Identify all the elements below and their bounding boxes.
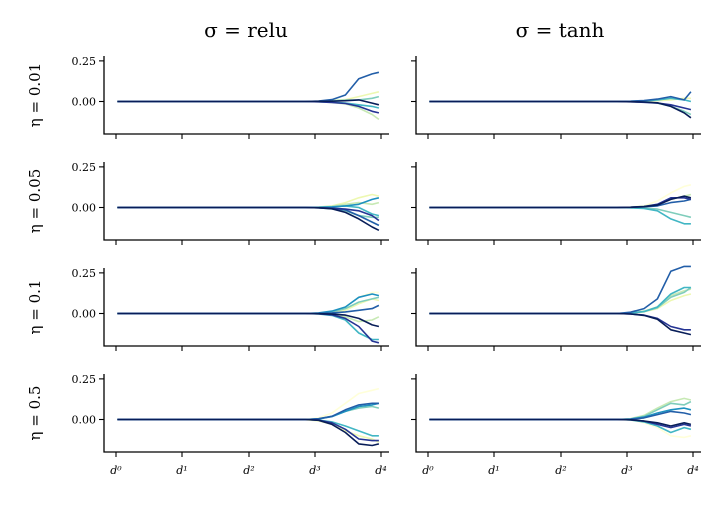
axis-spines — [103, 374, 389, 453]
x-tick-label: d³ — [621, 464, 632, 477]
y-tick-label: 0.00 — [72, 308, 97, 321]
axis-spines — [415, 56, 701, 135]
axis-spines — [103, 268, 389, 347]
row-label-eta-0-01: η = 0.01 — [26, 63, 44, 128]
series-line — [429, 195, 692, 209]
series-line — [429, 206, 692, 219]
axis-spines — [415, 162, 701, 241]
series-line — [429, 91, 692, 103]
series-line — [117, 71, 380, 103]
panel-tanh-eta-0-1 — [411, 265, 701, 351]
y-tick-label: 0.00 — [72, 96, 97, 109]
series-line — [117, 100, 380, 121]
series-line — [117, 99, 380, 106]
series-line — [429, 286, 691, 315]
x-tick-label: d⁰ — [422, 464, 434, 477]
x-tick-label: d⁰ — [110, 464, 122, 477]
panel-relu-eta-0-05: 0.25 0.00 — [72, 161, 389, 245]
x-tick-label: d² — [243, 464, 254, 477]
panels-layer: η = 0.01 0.25 0.00 η = 0.05 0.25 0.00 η = 0.1 0… — [26, 55, 701, 477]
series-line — [117, 418, 379, 442]
x-tick-label: d⁴ — [687, 464, 698, 477]
panel-relu-eta-0-5: 0.25 0.00 d⁰ d¹ d² d³ d⁴ — [72, 373, 389, 477]
axis-spines — [103, 162, 389, 241]
series-line — [429, 184, 692, 209]
axis-spines — [415, 374, 701, 453]
y-tick-label: 0.25 — [72, 55, 97, 68]
series-line — [117, 418, 380, 444]
axis-spines — [415, 268, 701, 347]
x-tick-label: d² — [555, 464, 566, 477]
row-label-eta-0-1: η = 0.1 — [26, 280, 44, 335]
axis-spines — [103, 56, 389, 135]
series-line — [429, 312, 691, 331]
series-line — [429, 100, 692, 119]
series-line — [117, 100, 380, 114]
series-line — [117, 402, 379, 421]
y-tick-label: 0.25 — [72, 161, 97, 174]
series-line — [429, 312, 692, 336]
series-line — [429, 407, 692, 421]
series-line — [117, 387, 380, 421]
series-line — [429, 206, 691, 225]
x-tick-label: d⁴ — [375, 464, 386, 477]
x-tick-label: d¹ — [176, 464, 187, 477]
series-line — [117, 402, 380, 421]
row-label-eta-0-5: η = 0.5 — [26, 386, 44, 441]
panel-relu-eta-0-1: 0.25 0.00 — [72, 267, 389, 351]
series-line — [429, 265, 691, 315]
series-line — [429, 418, 692, 427]
column-title-tanh: σ = tanh — [516, 18, 605, 42]
series-line — [117, 298, 380, 315]
y-tick-label: 0.25 — [72, 267, 97, 280]
series-line — [117, 206, 380, 222]
series-line — [117, 197, 380, 209]
panel-tanh-eta-0-5: d⁰ d¹ d² d³ d⁴ — [411, 374, 701, 477]
panel-tanh-eta-0-05 — [411, 162, 701, 245]
panel-tanh-eta-0-01 — [411, 56, 701, 139]
series-line — [117, 418, 380, 447]
y-tick-label: 0.00 — [72, 414, 97, 427]
panel-relu-eta-0-01: 0.25 0.00 — [72, 55, 389, 139]
x-tick-label: d³ — [309, 464, 320, 477]
y-tick-label: 0.25 — [72, 373, 97, 386]
y-tick-label: 0.00 — [72, 202, 97, 215]
series-line — [117, 312, 380, 328]
row-label-eta-0-05: η = 0.05 — [26, 169, 44, 234]
x-tick-label: d¹ — [488, 464, 499, 477]
series-line — [117, 206, 380, 232]
column-title-relu: σ = relu — [204, 18, 288, 42]
